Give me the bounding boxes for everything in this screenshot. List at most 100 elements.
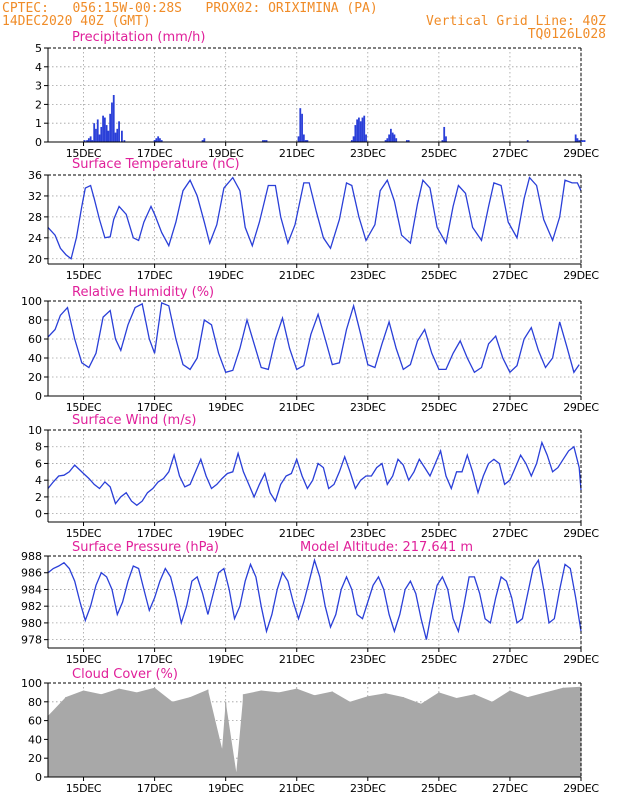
pressure-series-line xyxy=(47,557,582,640)
x-tick-label: 27DEC xyxy=(492,653,528,666)
y-tick-label: 0 xyxy=(35,136,42,149)
precip-bar xyxy=(100,126,103,142)
precip-bar xyxy=(201,140,204,142)
precip-bar xyxy=(389,128,392,142)
wind-title: Surface Wind (m/s) xyxy=(72,413,196,428)
x-tick-label: 19DEC xyxy=(208,401,244,414)
y-tick-label: 60 xyxy=(28,333,42,346)
precip-bar xyxy=(407,140,410,142)
x-tick-label: 17DEC xyxy=(137,782,173,795)
precip-bar xyxy=(578,140,581,142)
y-tick-label: 100 xyxy=(21,677,42,690)
cloud-panel: 0 20 40 60 80 100 15DEC 17DEC 19DEC 21DEC 23DEC 25D… xyxy=(21,667,600,795)
x-tick-label: 25DEC xyxy=(421,527,457,540)
y-tick-label: 0 xyxy=(35,390,42,403)
temp-title: Surface Temperature (nC) xyxy=(72,157,240,172)
x-tick-label: 15DEC xyxy=(66,653,102,666)
precip-bar xyxy=(356,119,359,142)
precip-bar xyxy=(386,138,389,142)
y-tick-label: 986 xyxy=(21,567,42,580)
x-tick-label: 21DEC xyxy=(279,269,315,282)
precip-bar xyxy=(393,134,396,142)
x-tick-label: 15DEC xyxy=(66,527,102,540)
precip-bar xyxy=(574,134,577,142)
precip-bar xyxy=(83,140,86,142)
rh-panel: 0 20 40 60 80 100 15DEC 17DEC 19DEC 21DEC 23DEC 25D… xyxy=(21,285,600,414)
header-station-line: CPTEC: 056:15W-00:28S PROX02: ORIXIMINA … xyxy=(2,1,378,16)
x-tick-label: 25DEC xyxy=(421,147,457,160)
x-tick-label: 21DEC xyxy=(279,653,315,666)
rh-title: Relative Humidity (%) xyxy=(72,285,214,300)
y-tick-label: 40 xyxy=(28,733,42,746)
precip-bar xyxy=(114,132,117,142)
wind-series-line xyxy=(47,440,582,507)
precip-bar xyxy=(102,115,104,142)
x-tick-label: 17DEC xyxy=(137,269,173,282)
precip-bar xyxy=(358,117,360,142)
y-tick-label: 982 xyxy=(21,600,42,613)
precip-bar xyxy=(304,140,307,142)
x-tick-label: 17DEC xyxy=(137,653,173,666)
precip-bar xyxy=(365,134,367,142)
y-tick-label: 984 xyxy=(21,583,42,596)
precip-bar xyxy=(116,128,119,142)
x-tick-label: 19DEC xyxy=(208,147,244,160)
x-tick-label: 21DEC xyxy=(279,401,315,414)
precip-bar xyxy=(576,138,579,142)
temp-series-line xyxy=(47,176,582,260)
precip-bar xyxy=(445,136,447,142)
x-tick-label: 25DEC xyxy=(421,269,457,282)
x-tick-label: 21DEC xyxy=(279,782,315,795)
precip-bar xyxy=(299,108,302,142)
y-tick-label: 4 xyxy=(35,474,42,487)
header-grid-line-note: Vertical Grid Line: 40Z xyxy=(425,14,606,29)
precip-bar xyxy=(301,113,303,142)
y-tick-label: 40 xyxy=(28,352,42,365)
y-tick-label: 24 xyxy=(28,232,42,245)
y-tick-label: 0 xyxy=(35,771,42,784)
precip-bar xyxy=(112,95,115,142)
y-tick-label: 32 xyxy=(28,190,42,203)
precip-bar xyxy=(109,113,112,142)
precip-bar xyxy=(121,130,123,142)
precip-bar xyxy=(203,138,206,142)
precip-bar xyxy=(93,123,96,142)
x-tick-label: 19DEC xyxy=(208,527,244,540)
x-tick-label: 15DEC xyxy=(66,147,102,160)
precip-bar xyxy=(354,125,357,142)
precip-panel: 0 1 2 3 4 5 15DEC 17DEC 19DEC 21DEC 23DEC 25DEC 27DE… xyxy=(35,30,600,160)
temp-panel: 20 24 28 32 36 15DEC 17DEC 19DEC 21DEC 23DEC 25DEC… xyxy=(28,157,600,282)
precip-bar xyxy=(263,140,266,142)
precip-bar xyxy=(262,140,264,142)
precip-bar xyxy=(98,134,101,142)
precip-bar xyxy=(89,136,92,142)
x-tick-label: 21DEC xyxy=(279,147,315,160)
precip-bar xyxy=(96,119,99,142)
x-tick-label: 25DEC xyxy=(421,401,457,414)
precip-bar xyxy=(123,140,126,142)
x-tick-label: 29DEC xyxy=(563,782,599,795)
x-tick-label: 29DEC xyxy=(563,653,599,666)
precip-bar xyxy=(302,134,305,142)
precip-bar xyxy=(87,138,90,142)
x-tick-label: 23DEC xyxy=(350,527,386,540)
y-tick-label: 10 xyxy=(28,424,42,437)
precip-bar xyxy=(583,140,586,142)
y-tick-label: 100 xyxy=(21,295,42,308)
precip-bar xyxy=(118,121,120,142)
precip-bar xyxy=(160,140,163,142)
precip-bar xyxy=(159,138,161,142)
x-tick-label: 17DEC xyxy=(137,527,173,540)
y-tick-label: 978 xyxy=(21,634,42,647)
precip-bar xyxy=(105,125,108,142)
y-tick-label: 5 xyxy=(35,42,42,55)
precip-bar xyxy=(395,138,398,142)
precip-bar xyxy=(363,115,366,142)
precip-bar xyxy=(107,130,110,142)
precip-bar xyxy=(155,138,158,142)
x-tick-label: 23DEC xyxy=(350,782,386,795)
precip-bar xyxy=(526,140,529,142)
precip-bar xyxy=(361,117,364,142)
precip-bar xyxy=(352,136,355,142)
precip-bar xyxy=(350,140,353,142)
